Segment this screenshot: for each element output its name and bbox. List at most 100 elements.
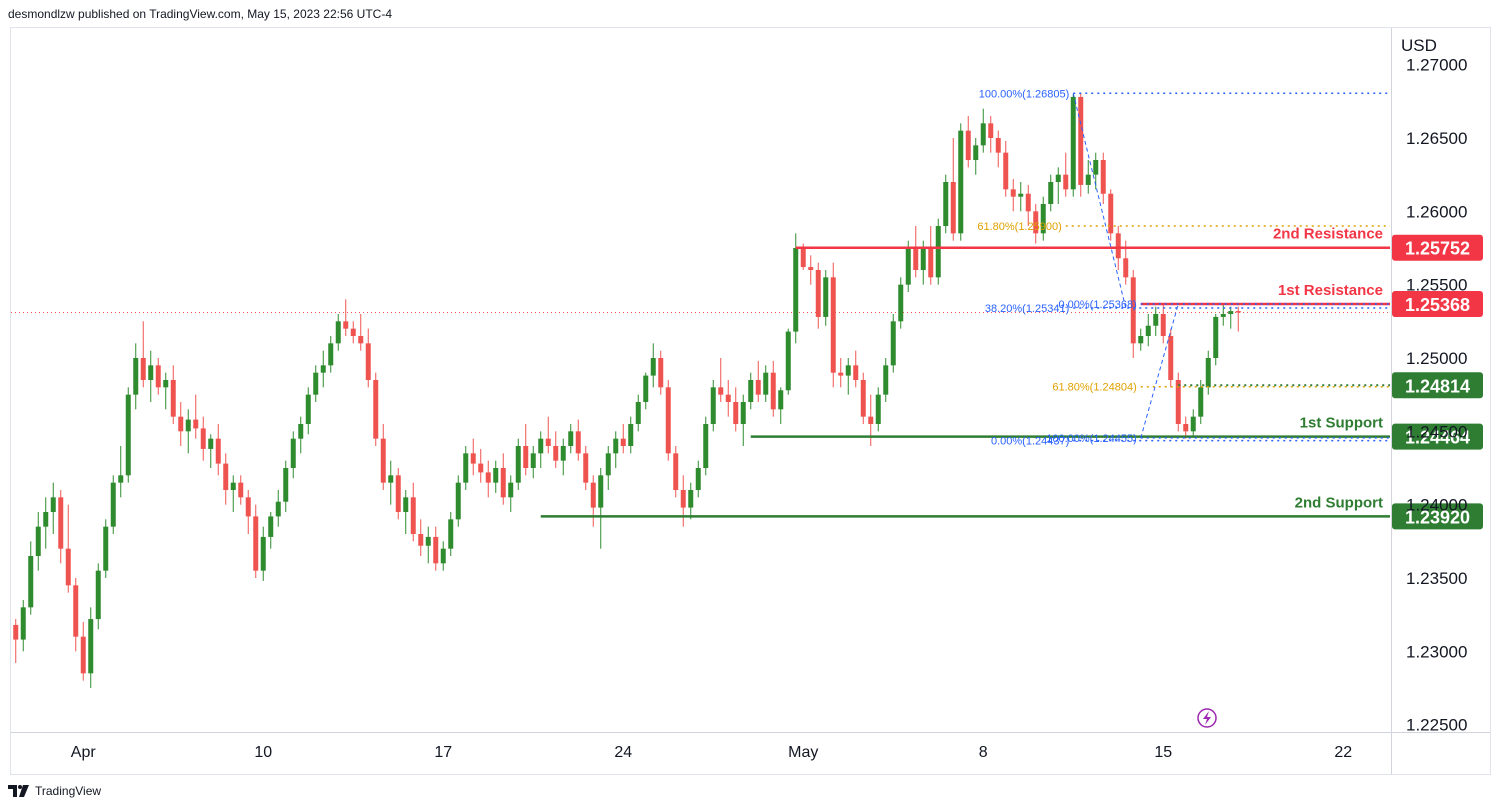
candle (890, 314, 896, 373)
level-1.24464[interactable]: 1st Support 1.24464 (750, 415, 1483, 450)
alert-bolt-icon[interactable] (1197, 708, 1217, 728)
candle (508, 475, 514, 512)
candle (740, 394, 746, 446)
candle (275, 490, 281, 527)
candle (860, 372, 866, 424)
fib-label: 100.00%(1.24455) (1046, 433, 1137, 445)
level-1.25752[interactable]: 2nd Resistance 1.25752 (795, 226, 1483, 261)
candle (200, 416, 206, 461)
candle (485, 460, 491, 498)
price-badge (1392, 234, 1483, 261)
candle (703, 416, 709, 476)
chart-frame (10, 27, 1491, 775)
candle (778, 387, 784, 424)
candle (328, 336, 334, 373)
candle (1025, 184, 1031, 226)
candle (523, 424, 529, 476)
candle (560, 438, 566, 476)
candle (628, 416, 634, 454)
candle (1160, 303, 1166, 344)
candle (1175, 372, 1181, 432)
candle (590, 475, 596, 527)
candle (1220, 303, 1226, 326)
candle (170, 365, 176, 424)
candle (733, 387, 739, 432)
time-tick: 10 (254, 744, 272, 761)
candle (455, 475, 461, 527)
candle (1228, 306, 1234, 329)
fib-label: 0.00%(1.24437) (991, 436, 1069, 448)
candle (808, 255, 814, 285)
candle (823, 270, 829, 326)
candle (1018, 182, 1024, 212)
candle (1040, 196, 1046, 241)
candle (35, 512, 41, 571)
fib-label: 38.20%(1.25341) (985, 303, 1069, 315)
candle (883, 358, 889, 402)
candle (1130, 270, 1136, 358)
tradingview-footer[interactable]: TradingView (8, 784, 101, 798)
candle (283, 460, 289, 512)
candle (260, 526, 266, 581)
candle (1205, 350, 1211, 395)
candle (1213, 314, 1219, 366)
level-1.23920[interactable]: 2nd Support 1.23920 (540, 494, 1483, 530)
candle (155, 358, 161, 395)
candle (253, 504, 259, 578)
candle (43, 497, 49, 549)
candle (58, 490, 64, 564)
candle (73, 578, 79, 652)
price-tick: 1.23500 (1406, 569, 1467, 588)
candle (313, 365, 319, 402)
price-badge (1392, 372, 1483, 399)
candle (815, 262, 821, 329)
price-axis-ticks[interactable]: 1.27000 1.26500 1.26000 1.25500 1.25000 1.245… (1406, 56, 1467, 735)
price-badge-value: 1.24814 (1405, 376, 1470, 396)
candle (1055, 167, 1061, 204)
candle (973, 138, 979, 175)
candle (515, 438, 521, 490)
time-tick: May (788, 744, 818, 761)
candle (613, 431, 619, 468)
candle (440, 541, 446, 571)
time-axis-ticks[interactable]: Apr 10 17 24 May 8 15 22 (71, 744, 1352, 761)
candle (425, 526, 431, 564)
candle (395, 468, 401, 520)
candle (463, 446, 469, 490)
candle (373, 372, 379, 446)
candle (118, 446, 124, 498)
price-tick: 1.23000 (1406, 642, 1467, 661)
candle (995, 130, 1001, 168)
candle (208, 434, 214, 468)
candle (838, 358, 844, 388)
currency-label: USD (1401, 36, 1437, 55)
price-badge-value: 1.25752 (1405, 239, 1470, 259)
candle (110, 475, 116, 534)
candle (178, 402, 184, 446)
time-tick: 15 (1154, 744, 1172, 761)
candle (725, 380, 731, 417)
level-1.25368[interactable]: 1st Resistance 1.25368 (1140, 282, 1483, 318)
candle (223, 453, 229, 505)
candle (1108, 189, 1114, 241)
price-tick: 1.22500 (1406, 716, 1467, 735)
candle (185, 409, 191, 454)
candle (28, 541, 34, 615)
candle (148, 350, 154, 402)
fib-label: 0.00%(1.25368) (1058, 299, 1136, 311)
candle (95, 563, 101, 630)
time-tick: 22 (1334, 744, 1352, 761)
fib-label: 61.80%(1.24804) (1052, 382, 1136, 394)
price-badge (1392, 423, 1483, 450)
price-tick: 1.27000 (1406, 56, 1467, 75)
candle (770, 360, 776, 417)
level-1.24814[interactable]: 1.24814 (1178, 372, 1483, 399)
candle (1033, 204, 1039, 244)
candle (193, 394, 199, 439)
level-name: 1st Resistance (1278, 282, 1383, 299)
candle (658, 350, 664, 395)
candle (1168, 328, 1174, 388)
candle (635, 394, 641, 432)
candle (830, 262, 836, 388)
